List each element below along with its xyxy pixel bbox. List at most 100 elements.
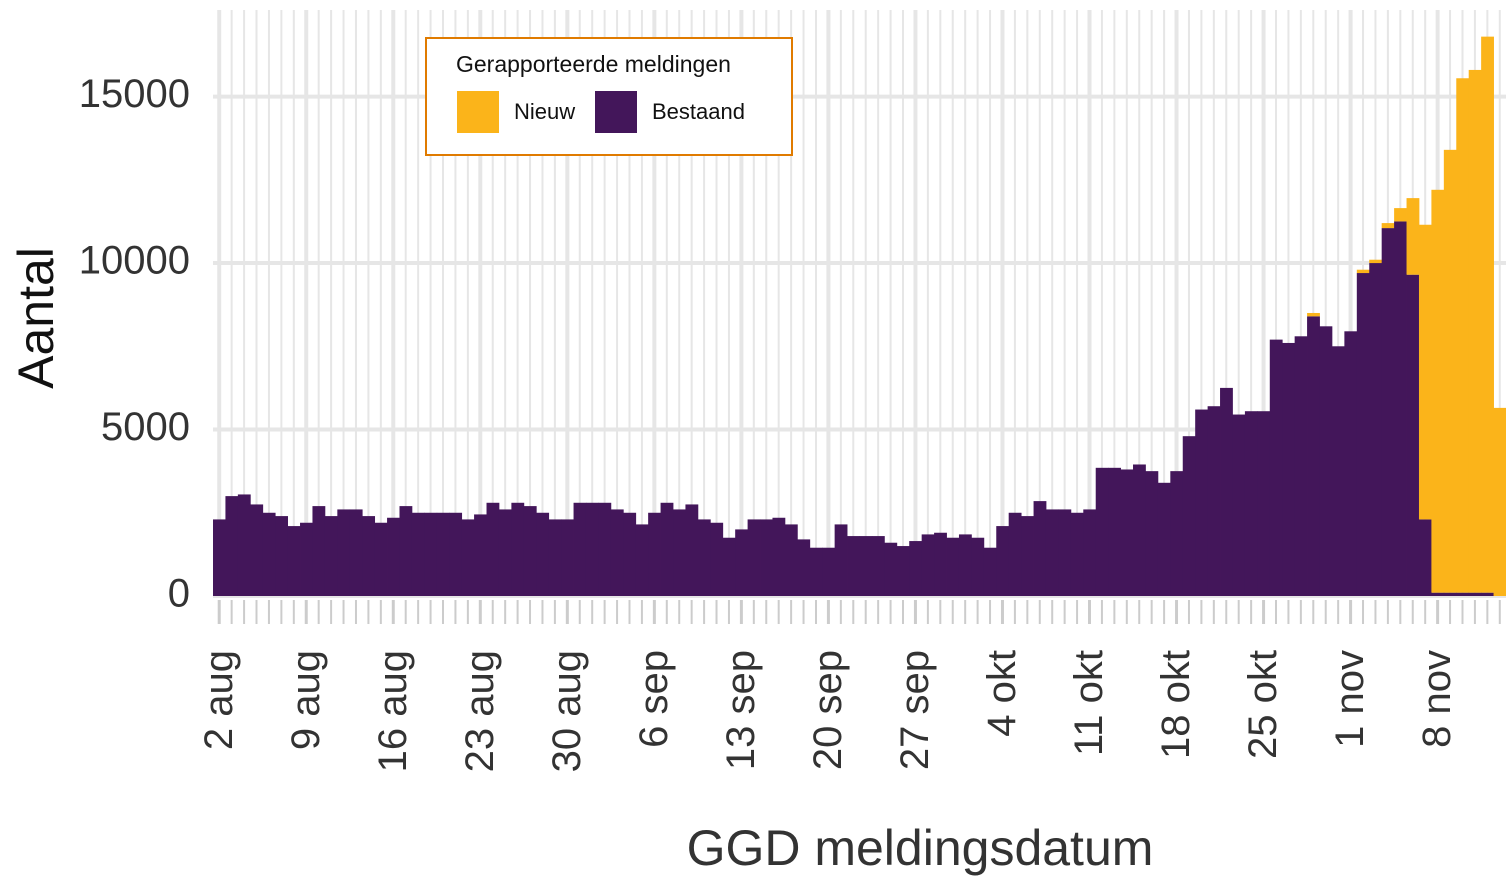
bar-segment <box>623 512 637 596</box>
bar-segment <box>1443 149 1457 593</box>
y-tick-label: 10000 <box>79 239 190 283</box>
bar-segment <box>250 504 264 596</box>
bar-segment <box>1008 512 1022 596</box>
bar-segment <box>461 519 475 596</box>
bar-segment <box>1058 509 1072 596</box>
bar-segment <box>1344 331 1358 596</box>
bar-segment <box>673 509 686 596</box>
bar-segment <box>523 506 537 596</box>
bar-segment <box>921 534 935 596</box>
bar-segment <box>1381 223 1395 229</box>
bar-segment <box>1406 198 1420 275</box>
bar-segment <box>1269 339 1283 596</box>
bar-segment <box>548 519 562 596</box>
bar-segment <box>486 502 500 596</box>
bar-segment <box>1244 411 1258 596</box>
bar-segment <box>449 512 463 596</box>
bar-segment <box>809 547 823 596</box>
x-tick-label: 16 aug <box>371 650 415 772</box>
bar-segment <box>871 536 885 596</box>
bar-segment <box>300 522 313 596</box>
bar-segment <box>747 519 761 596</box>
bar-segment <box>1456 592 1470 596</box>
bar-segment <box>1418 224 1432 520</box>
bar-segment <box>934 532 947 596</box>
bar-segment <box>1170 471 1184 596</box>
x-tick-label: 20 sep <box>806 650 850 770</box>
bar-segment <box>1356 269 1370 274</box>
bar-segment <box>697 519 711 596</box>
bar-segment <box>1120 469 1134 596</box>
bar-segment <box>349 509 363 596</box>
plot-area: 2 aug 9 aug 16 aug 23 aug 30 aug 6 sep 13 sep 2… <box>79 10 1506 772</box>
bar-segment <box>1493 407 1506 596</box>
bar-segment <box>710 522 724 596</box>
bar-segment <box>946 537 960 596</box>
bar-segment <box>1195 409 1209 596</box>
bar-segment <box>1381 228 1395 597</box>
bar-segment <box>1021 516 1034 596</box>
bar-segment <box>498 509 512 596</box>
legend-title: Gerapporteerde meldingen <box>456 51 731 77</box>
bar-segment <box>1294 336 1308 596</box>
legend-swatch <box>595 91 637 133</box>
bar-segment <box>1070 512 1084 596</box>
bar-segment <box>635 524 649 596</box>
bar-segment <box>399 506 413 596</box>
bar-segment <box>1468 592 1482 596</box>
x-tick-label: 25 okt <box>1241 650 1285 759</box>
bar-segment <box>735 529 749 596</box>
bar-segment <box>374 522 388 596</box>
x-tick-label: 23 aug <box>458 650 502 772</box>
bar-segment <box>585 502 599 596</box>
bar-segment <box>1307 312 1320 317</box>
legend-label: Nieuw <box>514 99 575 124</box>
bar-segment <box>660 502 674 596</box>
bar-segment <box>1331 346 1345 596</box>
bar-segment <box>685 504 699 596</box>
bar-segment <box>324 516 338 596</box>
bar-segment <box>797 539 811 596</box>
y-tick-label: 5000 <box>101 405 190 449</box>
x-tick-label: 18 okt <box>1154 650 1198 759</box>
bar-segment <box>387 517 400 596</box>
bar-segment <box>1182 436 1196 596</box>
bar-segment <box>996 526 1010 596</box>
bar-segment <box>772 517 786 596</box>
bar-segment <box>598 502 612 596</box>
bar-segment <box>474 514 487 596</box>
bar-segment <box>262 512 276 596</box>
bar-segment <box>971 537 985 596</box>
y-axis-title: Aantal <box>8 247 64 389</box>
legend: Gerapporteerde meldingen Nieuw Bestaand <box>425 37 793 156</box>
x-tick-label: 13 sep <box>719 650 763 770</box>
x-tick-label: 27 sep <box>893 650 937 770</box>
bar-segment <box>834 524 848 596</box>
bar-segment <box>213 519 226 596</box>
bar-segment <box>1456 78 1470 593</box>
y-tick-label: 0 <box>168 572 190 616</box>
bar-segment <box>909 541 923 596</box>
bar-segment <box>1133 464 1146 596</box>
x-tick-label: 1 nov <box>1328 650 1372 748</box>
x-tick-label: 2 aug <box>197 650 241 750</box>
bar-segment <box>1232 414 1246 596</box>
legend-swatch <box>457 91 499 133</box>
y-tick-label: 15000 <box>79 72 190 116</box>
bar-segment <box>1319 326 1333 596</box>
bar-segment <box>610 509 624 596</box>
bar-segment <box>1468 69 1482 593</box>
bar-segment <box>784 524 798 596</box>
bar-segment <box>1207 406 1221 596</box>
bar-segment <box>884 542 898 596</box>
bar-segment <box>1431 189 1445 593</box>
bar-segment <box>225 496 239 596</box>
bar-segment <box>722 537 736 596</box>
x-tick-label: 6 sep <box>632 650 676 748</box>
bar-segment <box>847 536 860 596</box>
bar-segment <box>1095 467 1109 596</box>
bar-segment <box>896 546 910 596</box>
bar-segment <box>237 494 251 596</box>
bar-segment <box>1145 471 1159 596</box>
x-tick-label: 9 aug <box>284 650 328 750</box>
